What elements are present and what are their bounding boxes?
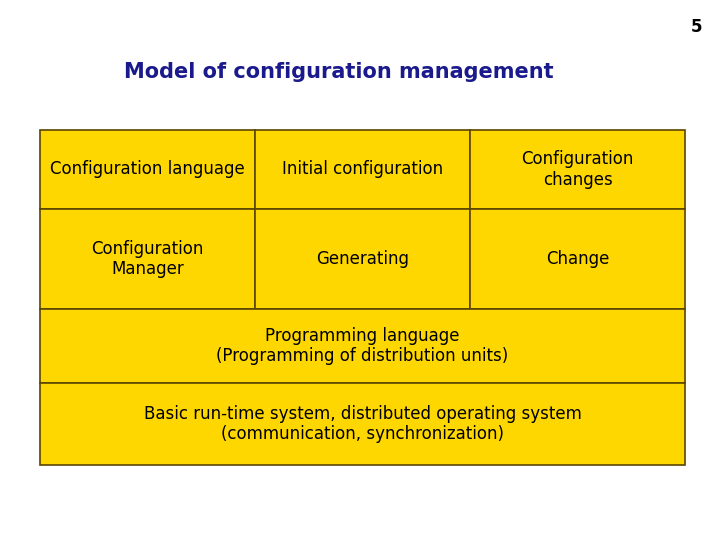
- Text: Basic run-time system, distributed operating system
(communication, synchronizat: Basic run-time system, distributed opera…: [143, 404, 582, 443]
- Bar: [256, 130, 470, 209]
- Bar: [256, 209, 470, 309]
- Text: Change: Change: [546, 250, 609, 268]
- Text: Programming language
(Programming of distribution units): Programming language (Programming of dis…: [217, 327, 508, 366]
- Bar: [40, 130, 256, 209]
- Text: Configuration language: Configuration language: [50, 160, 245, 178]
- Bar: [470, 209, 685, 309]
- Bar: [40, 383, 685, 465]
- Bar: [40, 309, 685, 383]
- Text: Initial configuration: Initial configuration: [282, 160, 444, 178]
- Bar: [40, 209, 256, 309]
- Text: 5: 5: [690, 18, 702, 36]
- Text: Configuration
Manager: Configuration Manager: [91, 240, 204, 279]
- Bar: [470, 130, 685, 209]
- Text: Generating: Generating: [316, 250, 410, 268]
- Text: Model of configuration management: Model of configuration management: [124, 62, 553, 82]
- Text: Configuration
changes: Configuration changes: [521, 150, 634, 189]
